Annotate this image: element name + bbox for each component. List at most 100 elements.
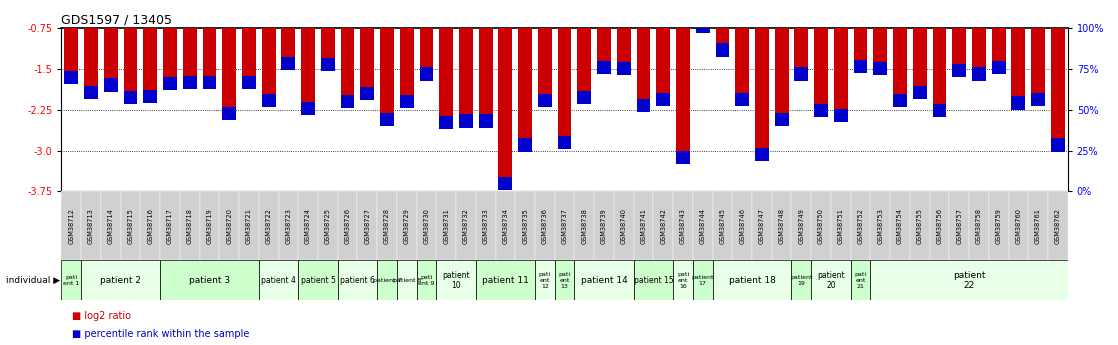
Text: GSM38716: GSM38716 (148, 208, 153, 244)
Bar (321, 0, 334, 71)
Bar (949, 191, 969, 260)
Text: patient 5: patient 5 (301, 276, 335, 285)
Text: patient
20: patient 20 (817, 270, 845, 290)
Bar (479, 0, 493, 128)
Bar (121, 191, 141, 260)
Bar (61, 191, 82, 260)
Bar (499, 0, 512, 190)
Text: pati
ent
21: pati ent 21 (854, 272, 866, 289)
Bar (812, 260, 851, 300)
Text: GSM38745: GSM38745 (719, 208, 726, 244)
Bar (693, 260, 712, 300)
Bar (519, 0, 532, 151)
Bar (202, 76, 217, 89)
Bar (476, 260, 536, 300)
Text: GSM38760: GSM38760 (1015, 208, 1022, 244)
Bar (792, 191, 812, 260)
Bar (65, 0, 78, 84)
Bar (929, 191, 949, 260)
Text: GSM38756: GSM38756 (937, 208, 942, 244)
Bar (732, 191, 752, 260)
Bar (219, 191, 239, 260)
Text: patient
10: patient 10 (443, 270, 470, 290)
Bar (736, 92, 749, 106)
Text: patient 14: patient 14 (580, 276, 627, 285)
Bar (912, 86, 927, 99)
Text: GSM38723: GSM38723 (285, 208, 292, 244)
Bar (222, 0, 236, 120)
Bar (239, 191, 258, 260)
Bar (575, 260, 634, 300)
Text: GSM38741: GSM38741 (641, 208, 646, 244)
Text: pati
ent
12: pati ent 12 (539, 272, 551, 289)
Bar (400, 95, 414, 108)
Bar (222, 107, 236, 120)
Bar (400, 0, 414, 108)
Text: patient 18: patient 18 (729, 276, 776, 285)
Bar (716, 43, 729, 57)
Bar (653, 191, 673, 260)
Bar (676, 0, 690, 164)
Bar (65, 71, 78, 84)
Text: patient 15: patient 15 (634, 276, 673, 285)
Bar (82, 191, 101, 260)
Text: GSM38751: GSM38751 (837, 208, 844, 244)
Bar (439, 116, 453, 129)
Bar (814, 0, 828, 117)
Bar (712, 191, 732, 260)
Bar (1029, 191, 1048, 260)
Bar (241, 76, 256, 89)
Bar (910, 191, 929, 260)
Bar (555, 260, 575, 300)
Text: GSM38725: GSM38725 (325, 208, 331, 244)
Bar (377, 260, 397, 300)
Bar (871, 191, 890, 260)
Bar (575, 191, 594, 260)
Text: GSM38749: GSM38749 (798, 208, 804, 244)
Bar (84, 0, 98, 99)
Bar (992, 61, 1005, 74)
Bar (163, 77, 177, 90)
Bar (538, 0, 552, 107)
Bar (656, 92, 670, 106)
Bar (160, 191, 180, 260)
Bar (854, 60, 868, 73)
Bar (258, 260, 299, 300)
Bar (61, 260, 82, 300)
Bar (932, 104, 946, 117)
Bar (577, 91, 591, 104)
Bar (676, 151, 690, 164)
Text: GSM38761: GSM38761 (1035, 208, 1041, 244)
Bar (436, 260, 476, 300)
Text: patient 8: patient 8 (392, 278, 421, 283)
Bar (538, 94, 552, 107)
Text: GSM38755: GSM38755 (917, 208, 922, 244)
Text: GSM38750: GSM38750 (818, 208, 824, 244)
Bar (771, 191, 792, 260)
Text: GSM38733: GSM38733 (483, 208, 489, 244)
Bar (338, 260, 377, 300)
Bar (318, 191, 338, 260)
Bar (301, 0, 315, 115)
Text: patient 3: patient 3 (189, 276, 230, 285)
Bar (499, 177, 512, 190)
Bar (1048, 191, 1068, 260)
Bar (932, 0, 946, 117)
Bar (278, 191, 299, 260)
Bar (262, 94, 275, 107)
Bar (736, 0, 749, 106)
Bar (831, 191, 851, 260)
Bar (84, 86, 98, 99)
Text: pati
ent
16: pati ent 16 (676, 272, 689, 289)
Bar (577, 0, 591, 104)
Bar (969, 191, 988, 260)
Bar (282, 57, 295, 70)
Text: ■ log2 ratio: ■ log2 ratio (72, 311, 131, 321)
Bar (459, 0, 473, 128)
Text: GSM38737: GSM38737 (561, 208, 568, 244)
Bar (515, 191, 536, 260)
Bar (634, 191, 653, 260)
Bar (597, 0, 610, 74)
Text: GSM38754: GSM38754 (897, 208, 903, 244)
Text: patient
17: patient 17 (691, 275, 714, 286)
